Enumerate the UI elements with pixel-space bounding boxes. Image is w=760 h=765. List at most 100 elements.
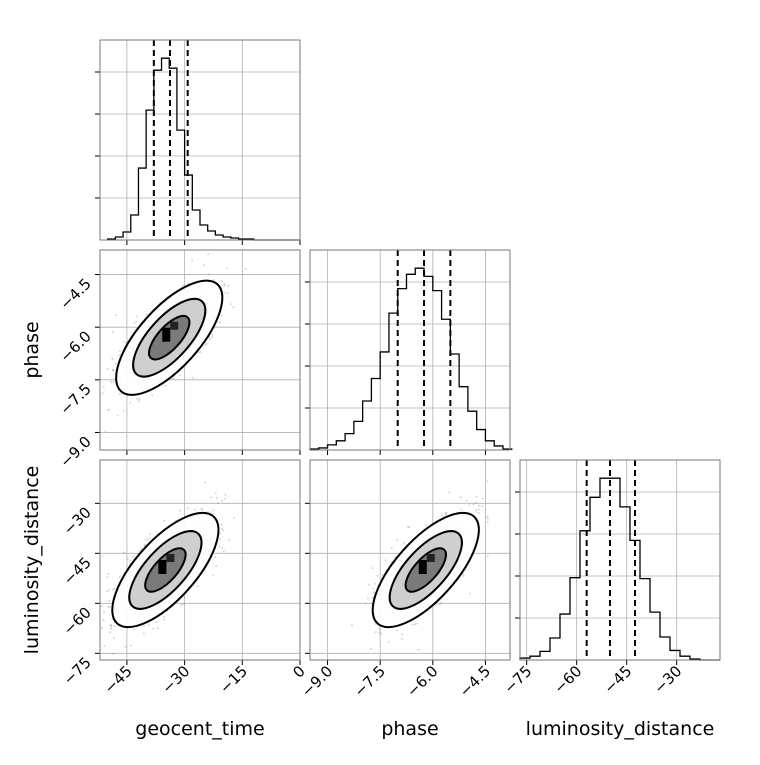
scatter-point xyxy=(151,394,154,397)
scatter-point xyxy=(401,638,403,640)
scatter-point xyxy=(101,627,104,630)
scatter-point xyxy=(107,605,110,608)
scatter-point xyxy=(111,330,114,333)
scatter-point xyxy=(486,515,489,518)
scatter-point xyxy=(220,527,223,530)
scatter-point xyxy=(477,508,480,511)
scatter-point xyxy=(109,631,112,634)
scatter-point xyxy=(145,313,148,316)
scatter-point xyxy=(445,511,448,514)
scatter-point xyxy=(201,508,204,511)
scatter-point xyxy=(106,367,109,370)
scatter-point xyxy=(112,369,114,371)
scatter-point xyxy=(110,381,113,384)
scatter-point xyxy=(191,259,194,262)
scatter-point xyxy=(220,499,223,502)
scatter-point xyxy=(140,547,143,550)
scatter-point xyxy=(108,599,111,602)
scatter-point xyxy=(183,596,186,599)
scatter-point xyxy=(205,342,208,345)
scatter-point xyxy=(223,497,226,500)
scatter-point xyxy=(118,393,121,396)
scatter-point xyxy=(416,622,419,625)
scatter-point xyxy=(222,529,224,532)
hist-step-geocent_time xyxy=(107,57,300,241)
scatter-point xyxy=(113,625,116,628)
scatter-point xyxy=(152,627,155,630)
scatter-point xyxy=(107,409,110,411)
scatter-point xyxy=(163,615,166,618)
scatter-point xyxy=(228,539,230,541)
scatter-point xyxy=(474,501,477,504)
scatter-point xyxy=(221,547,224,550)
scatter-point xyxy=(136,397,139,400)
scatter-point xyxy=(208,511,211,514)
scatter-point xyxy=(181,284,184,287)
scatter-point xyxy=(143,544,146,546)
panel-hist-geocent_time xyxy=(95,39,301,245)
scatter-point xyxy=(179,509,182,512)
scatter-point xyxy=(100,605,103,607)
scatter-point xyxy=(102,385,105,388)
scatter-point xyxy=(414,623,416,626)
scatter-point xyxy=(368,583,371,586)
scatter-point xyxy=(376,574,379,577)
scatter-point xyxy=(438,603,441,606)
scatter-point xyxy=(214,492,217,495)
panel-hist-luminosity_distance: −75 −60 −45 −30 xyxy=(500,459,721,697)
scatter-point xyxy=(481,497,484,500)
scatter-point xyxy=(112,653,114,655)
xlabel-phase: phase xyxy=(381,718,438,740)
scatter-point xyxy=(111,358,114,360)
scatter-point xyxy=(163,519,166,522)
scatter-point xyxy=(108,606,111,609)
scatter-point xyxy=(211,336,213,339)
scatter-point xyxy=(373,591,376,594)
scatter-point xyxy=(223,291,226,294)
scatter-point xyxy=(374,582,376,585)
scatter-point xyxy=(118,350,121,353)
scatter-point xyxy=(465,499,468,502)
scatter-point xyxy=(486,520,489,523)
scatter-point xyxy=(367,597,369,600)
scatter-point xyxy=(217,502,219,505)
scatter-point xyxy=(129,559,132,562)
scatter-point xyxy=(227,284,230,287)
scatter-point xyxy=(208,338,211,341)
scatter-point xyxy=(372,587,375,590)
scatter-point xyxy=(107,589,110,592)
scatter-point xyxy=(403,542,405,545)
scatter-point xyxy=(124,645,127,648)
scatter-point xyxy=(406,526,409,528)
scatter-point xyxy=(211,509,214,512)
scatter-point xyxy=(105,590,108,593)
scatter-point xyxy=(481,505,484,508)
scatter-point xyxy=(138,549,141,552)
scatter-point xyxy=(369,647,372,650)
scatter-point xyxy=(129,644,132,647)
scatter-point xyxy=(126,558,129,560)
scatter-point xyxy=(101,392,104,395)
scatter-point xyxy=(364,602,367,605)
scatter-point xyxy=(218,537,221,540)
scatter-point xyxy=(486,555,489,558)
scatter-point xyxy=(441,513,443,516)
scatter-point xyxy=(111,588,114,591)
density-peak xyxy=(166,554,175,562)
scatter-point xyxy=(204,481,207,484)
scatter-point xyxy=(350,624,353,627)
scatter-point xyxy=(380,632,383,635)
scatter-point xyxy=(215,564,218,567)
scatter-point xyxy=(107,408,110,411)
hist-step-luminosity_distance xyxy=(519,477,720,661)
scatter-point xyxy=(214,556,217,558)
scatter-point xyxy=(219,532,222,535)
scatter-point xyxy=(193,508,196,511)
scatter-point xyxy=(225,267,228,270)
scatter-point xyxy=(371,596,374,599)
scatter-point xyxy=(122,340,125,343)
scatter-point xyxy=(197,351,200,354)
scatter-point xyxy=(459,508,462,511)
scatter-point xyxy=(135,320,138,323)
scatter-point xyxy=(381,573,384,576)
